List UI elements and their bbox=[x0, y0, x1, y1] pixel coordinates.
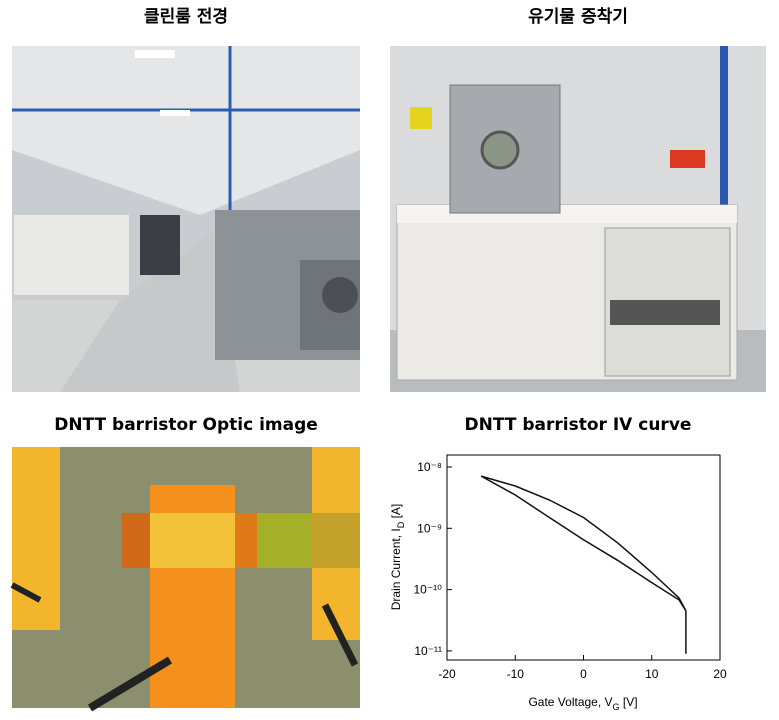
x-tick-label: 10 bbox=[645, 667, 659, 681]
panel-title: DNTT barristor Optic image bbox=[54, 415, 318, 435]
y-title-unit: [A] bbox=[389, 504, 403, 522]
y-tick-label: 10⁻¹⁰ bbox=[414, 583, 443, 597]
y-tick-label: 10⁻¹¹ bbox=[414, 644, 442, 658]
x-title-sub: G bbox=[613, 702, 620, 712]
x-tick-label: -20 bbox=[438, 667, 456, 681]
x-tick-label: 0 bbox=[580, 667, 587, 681]
iv-curve bbox=[480, 475, 687, 654]
x-tick-label: 20 bbox=[713, 667, 727, 681]
y-axis-title: Drain Current, ID [A] bbox=[389, 504, 406, 611]
y-tick-label: 10⁻⁸ bbox=[417, 460, 442, 474]
x-title-text: Gate Voltage, V bbox=[528, 695, 612, 709]
panel-title: 클린룸 전경 bbox=[144, 7, 228, 27]
y-title-sub: D bbox=[396, 521, 406, 528]
panel-title: 유기물 증착기 bbox=[528, 7, 628, 27]
y-tick-label: 10⁻⁹ bbox=[417, 521, 442, 535]
cleanroom-photo bbox=[12, 46, 360, 392]
plot-frame bbox=[446, 454, 721, 661]
x-title-unit: [V] bbox=[620, 695, 638, 709]
y-title-text: Drain Current, I bbox=[389, 528, 403, 610]
optic-image bbox=[10, 447, 360, 712]
evaporator-photo bbox=[390, 46, 766, 392]
panel-title: DNTT barristor IV curve bbox=[465, 415, 692, 435]
iv-chart: Gate Voltage, VG [V] Drain Current, ID [… bbox=[389, 454, 727, 712]
x-axis-title: Gate Voltage, VG [V] bbox=[528, 695, 637, 712]
x-tick-label: -10 bbox=[507, 667, 525, 681]
